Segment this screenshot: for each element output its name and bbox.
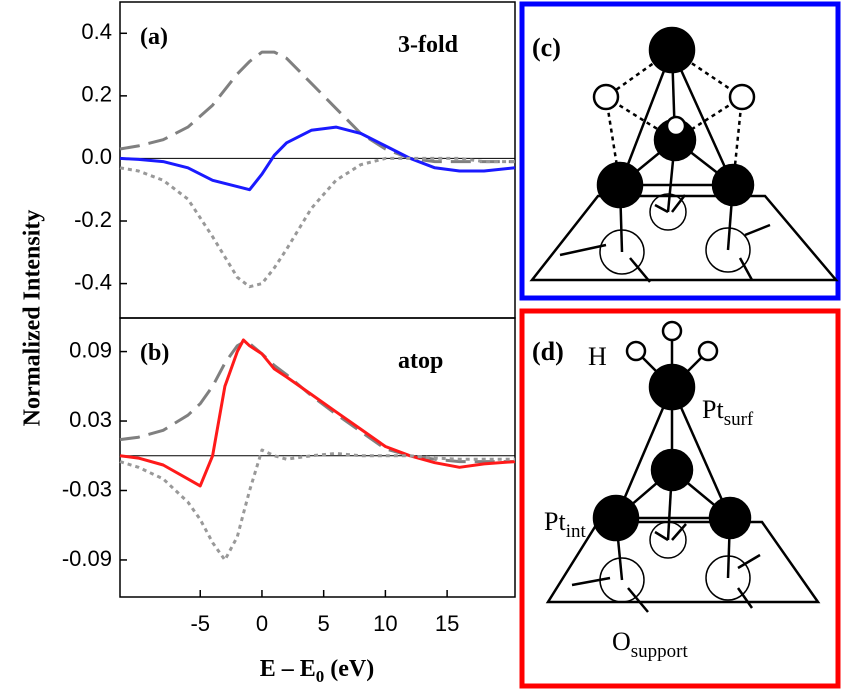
o-text: O — [612, 627, 631, 656]
frame-d — [519, 308, 841, 689]
series-line — [119, 125, 516, 192]
h-atom — [665, 115, 687, 137]
annotation: 3-fold — [398, 32, 459, 58]
support — [545, 520, 821, 604]
pt-surf-label: Ptsurf — [702, 395, 754, 430]
o-support-label: Osupport — [612, 627, 689, 662]
frame-c — [519, 1, 841, 301]
h-label: H — [588, 342, 607, 371]
y-tick-label: -0.09 — [62, 546, 112, 571]
pt-text: Pt — [544, 507, 566, 536]
series-line — [119, 156, 515, 289]
o-sphere — [649, 521, 687, 559]
h-atom — [625, 340, 647, 362]
y-tick-label: -0.03 — [62, 476, 112, 501]
pt-sub: int — [566, 521, 587, 542]
panel-label: (b) — [140, 340, 169, 366]
series-line — [119, 448, 515, 562]
h-atom — [697, 340, 719, 362]
y-tick-label: 0.03 — [69, 407, 112, 432]
y-tick-label: 0.0 — [81, 144, 112, 169]
x-tick-label: 0 — [256, 611, 268, 636]
pt-atom — [708, 496, 752, 540]
plot-frame — [119, 317, 516, 598]
h-atom — [592, 83, 620, 111]
x-label-tail: (eV) — [324, 656, 374, 682]
y-tick-label: 0.4 — [81, 19, 112, 44]
pt-int-label: Ptint — [544, 507, 586, 542]
o-sub: support — [631, 641, 689, 662]
pt-sub: surf — [724, 409, 754, 430]
panel-label: (d) — [532, 337, 564, 366]
series-line — [119, 338, 516, 488]
diagram-d — [519, 308, 841, 689]
y-axis-label: Normalized Intensity — [20, 210, 46, 427]
x-tick-label: -5 — [190, 611, 210, 636]
o-sphere — [599, 229, 645, 275]
y-tick-label: -0.4 — [74, 269, 112, 294]
pt-atom — [648, 26, 696, 74]
h-atom — [661, 320, 683, 342]
series-line — [119, 50, 515, 164]
o-sphere — [705, 227, 751, 273]
x-label-sub: 0 — [316, 667, 325, 686]
pt-atom — [648, 363, 696, 411]
pt-atom — [596, 161, 644, 209]
pt-atom — [650, 448, 694, 492]
y-tick-label: -0.2 — [74, 207, 112, 232]
pt-text: Pt — [702, 395, 724, 424]
panel-label: (a) — [140, 24, 168, 50]
o-sphere — [705, 555, 751, 601]
y-tick-label: 0.09 — [69, 337, 112, 362]
support — [529, 194, 839, 282]
pt-atom — [592, 494, 640, 542]
diagram-c — [519, 1, 841, 301]
h-atom — [728, 83, 756, 111]
o-sphere — [649, 193, 687, 231]
y-tick-label: 0.2 — [81, 82, 112, 107]
x-tick-label: 5 — [318, 611, 330, 636]
series-line — [119, 340, 515, 464]
pt-atom — [711, 163, 755, 207]
annotation: atop — [398, 348, 443, 374]
o-sphere — [599, 557, 645, 603]
x-tick-label: 15 — [435, 611, 459, 636]
x-tick-label: 10 — [373, 611, 397, 636]
x-axis-label: E – E0 (eV) — [260, 656, 374, 686]
x-label-main: E – E — [260, 656, 316, 682]
panel-label: (c) — [532, 33, 561, 62]
